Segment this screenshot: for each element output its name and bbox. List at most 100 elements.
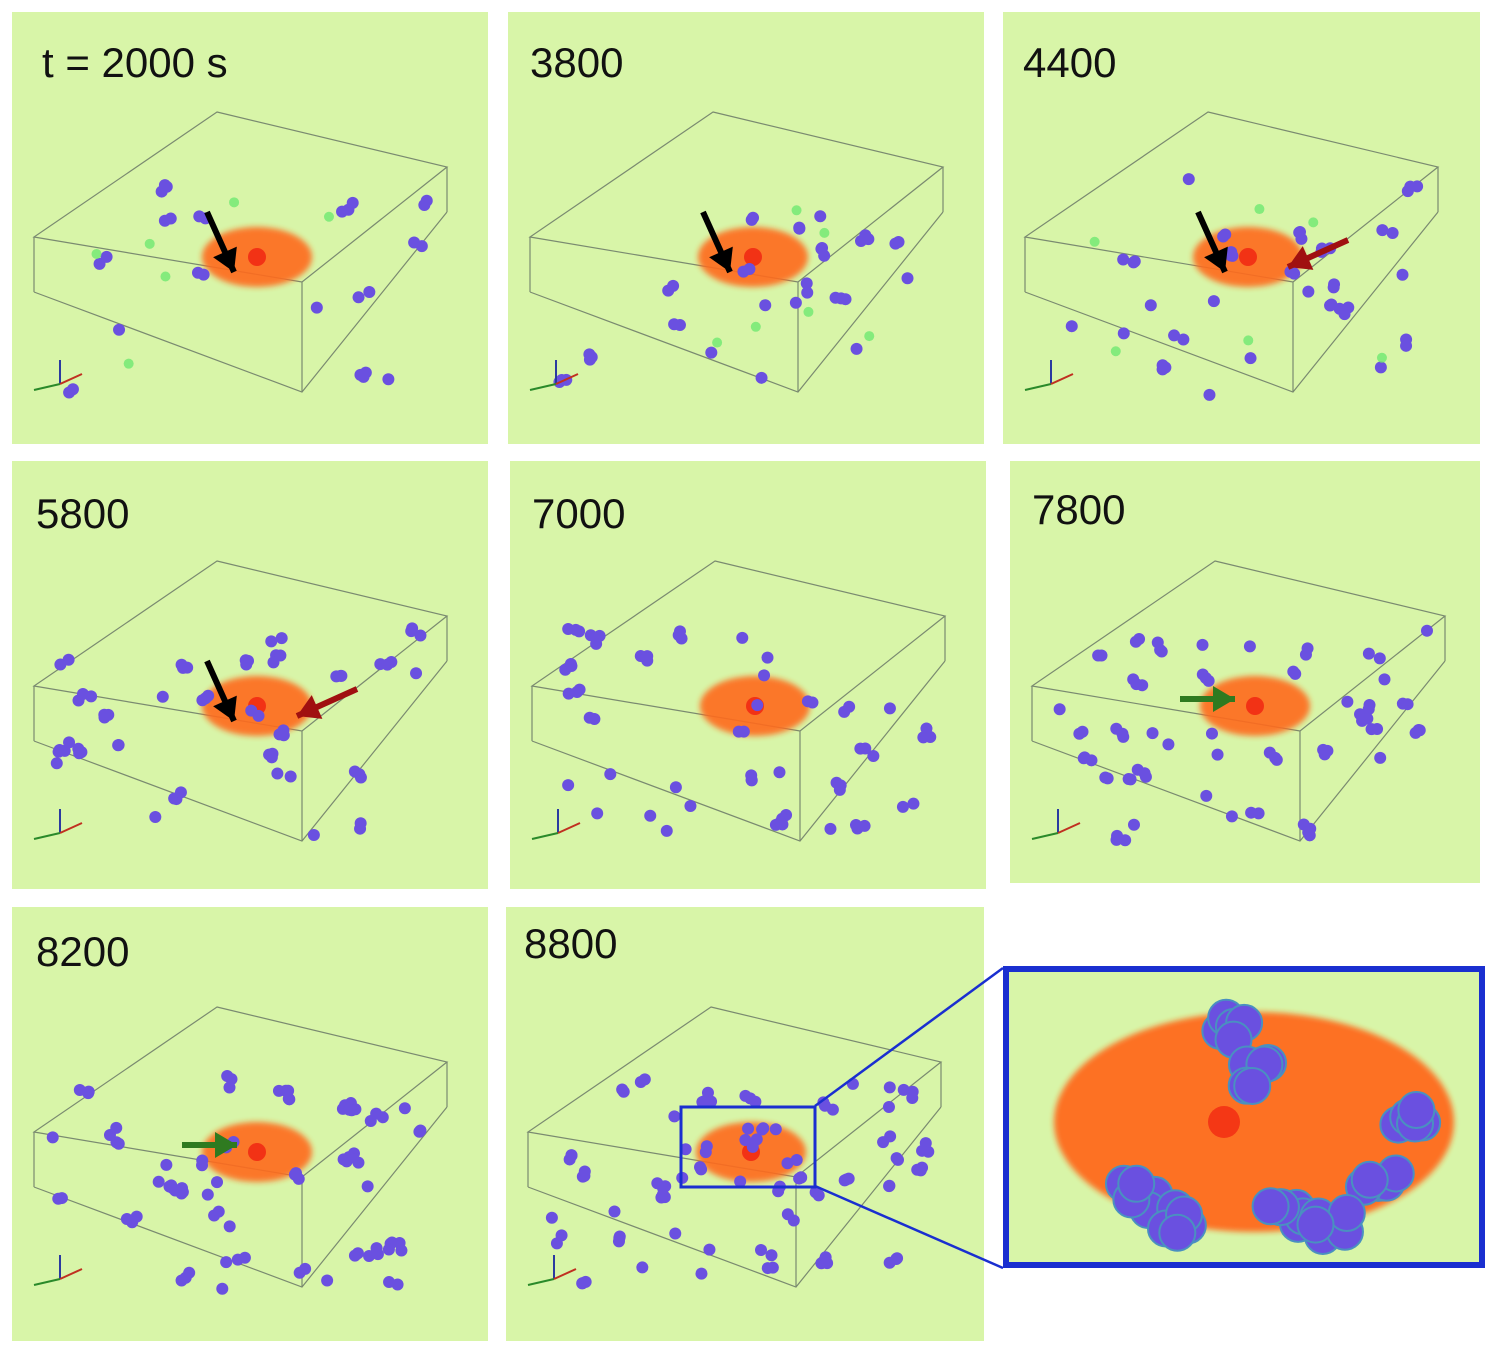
panel-p2: 3800 [508,12,984,444]
panel-p1: t = 2000 s [12,12,488,444]
particle [1376,224,1389,237]
particle [790,1154,803,1167]
zoom-particle [1117,1164,1156,1203]
green-arrow [1180,686,1235,712]
particle [1138,767,1151,780]
simulation-box-3d [32,1006,449,1295]
red-arrow [295,686,359,719]
particle [669,1227,682,1240]
particle [354,817,367,830]
particle [732,725,745,738]
particle [1144,299,1157,312]
particle [1127,818,1140,831]
particle [310,301,323,314]
particle [906,1092,919,1105]
particle [756,1123,769,1136]
particle [282,1092,295,1105]
particle [352,291,365,304]
particle [585,351,598,364]
particle [801,286,814,299]
particle [76,687,89,700]
particle [883,1081,896,1094]
particle [1420,624,1433,637]
particle [576,1277,589,1290]
particle [405,625,418,638]
green-particle [791,205,802,216]
particle [266,747,279,760]
particle [343,1103,356,1116]
wireframe-box [32,111,449,393]
particle [72,742,85,755]
zoom-inset-drawing [1054,998,1454,1255]
particle [1211,748,1224,761]
axis-triad-icon [1031,809,1081,840]
particle [1321,744,1334,757]
wireframe-box [1023,111,1440,393]
particle [346,196,359,209]
particle [761,651,774,664]
particle [1196,668,1209,681]
particle [1200,789,1213,802]
green-particle [819,227,830,238]
particle-cluster [50,622,427,842]
particle [590,637,603,650]
particle [160,180,173,193]
particle [342,1151,355,1164]
particle [795,1171,808,1184]
axis-triad-icon [1024,360,1074,391]
particle [604,768,617,781]
particle [896,800,909,813]
particle [1396,697,1409,710]
particle [63,736,76,749]
green-particle [229,197,240,208]
particle [892,1153,905,1166]
particle [578,1165,591,1178]
particle [1217,230,1230,243]
particle [743,263,756,276]
green-arrow [182,1132,237,1158]
particle [1299,648,1312,661]
cell-nucleus [1246,697,1264,715]
particle [174,786,187,799]
particle [54,658,67,671]
zoom-particle-cluster [1104,998,1442,1255]
particle [1127,673,1140,686]
particle [891,1252,904,1265]
particle [608,1205,621,1218]
zoom-particle [1397,1091,1436,1130]
particle [102,708,115,721]
particle [849,819,862,832]
particle [1400,339,1413,352]
particle [1092,649,1105,662]
axis-triad-icon [529,360,579,391]
particle [1128,255,1141,268]
particle [112,1137,125,1150]
particle [252,709,265,722]
particle [815,242,828,255]
zoom-particle [1296,1205,1335,1244]
particle [1177,333,1190,346]
particle [781,1157,794,1170]
particle [113,323,126,336]
particle [1289,667,1302,680]
particle [758,669,771,682]
particle [684,799,697,812]
time-label: 3800 [530,39,624,86]
particle [1182,173,1195,186]
particle [695,1163,708,1176]
particle [563,1153,576,1166]
particle [181,661,194,674]
particle [705,346,718,359]
particle [50,757,63,770]
particle [1293,226,1306,239]
particle [1119,834,1132,847]
particle [335,669,348,682]
simulation-box-3d [530,560,947,842]
panel-p7: 8200 [12,907,488,1341]
particle [1341,695,1354,708]
particle [112,739,125,752]
particle [1245,806,1258,819]
panel-p8: 8800 [506,907,984,1341]
particle [382,1243,395,1256]
